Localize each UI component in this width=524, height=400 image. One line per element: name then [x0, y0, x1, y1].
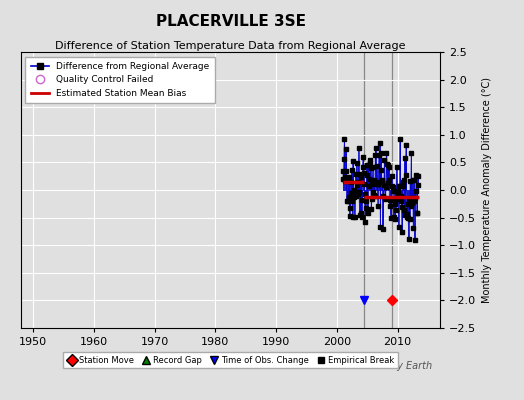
Text: PLACERVILLE 3SE: PLACERVILLE 3SE — [156, 14, 305, 28]
Y-axis label: Monthly Temperature Anomaly Difference (°C): Monthly Temperature Anomaly Difference (… — [482, 77, 492, 303]
Legend: Station Move, Record Gap, Time of Obs. Change, Empirical Break: Station Move, Record Gap, Time of Obs. C… — [63, 352, 398, 368]
Title: Difference of Station Temperature Data from Regional Average: Difference of Station Temperature Data f… — [56, 41, 406, 51]
Text: Berkeley Earth: Berkeley Earth — [359, 361, 432, 371]
